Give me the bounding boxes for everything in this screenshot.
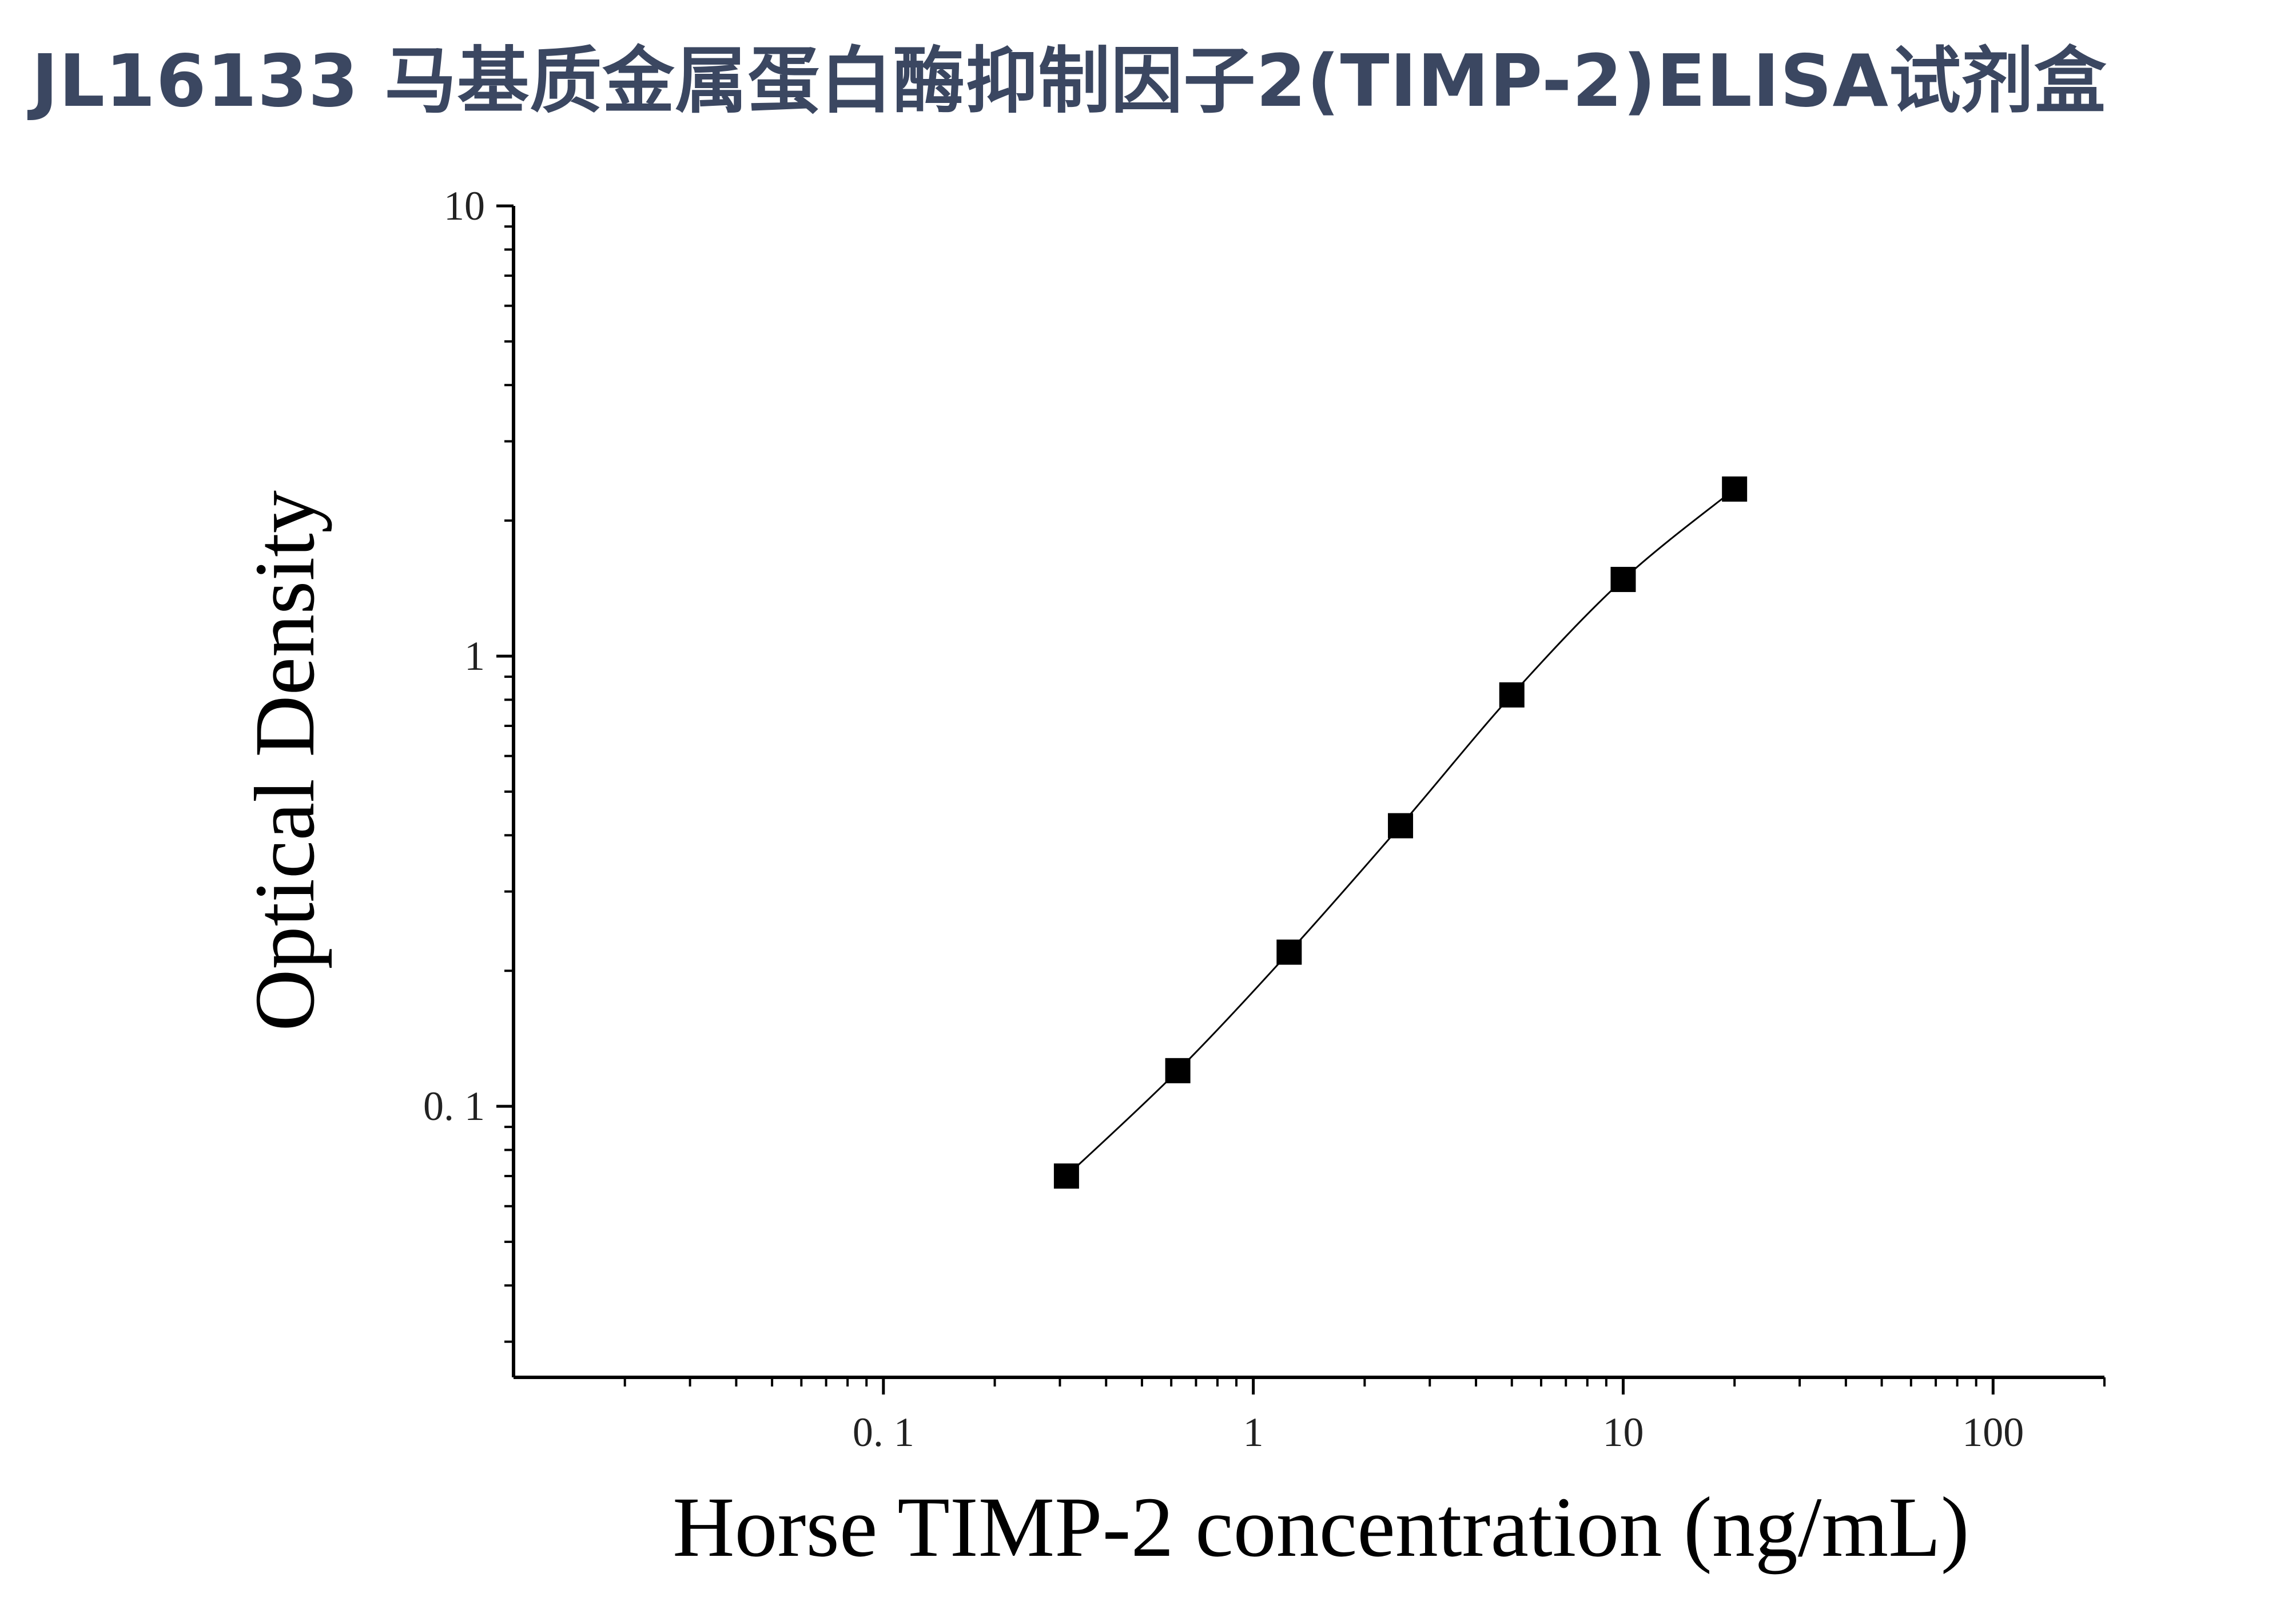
x-axis-title: Horse TIMP-2 concentration (ng/mL) [673,1480,1969,1575]
x-tick-label: 0. 1 [853,1409,914,1455]
page-title: JL16133 马基质金属蛋白酶抑制因子2(TIMP-2)ELISA试剂盒 [31,39,2107,123]
data-points [1053,476,1748,1189]
y-axis-title: Optical Density [237,490,332,1031]
data-point [1276,939,1302,965]
data-point [1388,813,1414,839]
x-tick-label: 10 [1602,1409,1644,1455]
data-point [1499,682,1525,708]
data-point [1165,1058,1191,1083]
data-point [1722,476,1748,502]
x-tick-label: 1 [1243,1409,1264,1455]
y-tick-label: 1 [464,633,485,679]
x-tick-label: 100 [1962,1409,2024,1455]
y-tick-label: 10 [444,183,485,229]
axes: 0. 1 1 10 100 0. 1 1 10 [423,183,2106,1455]
y-tick-label: 0. 1 [423,1083,485,1129]
data-point [1053,1163,1079,1189]
data-point [1610,567,1636,593]
